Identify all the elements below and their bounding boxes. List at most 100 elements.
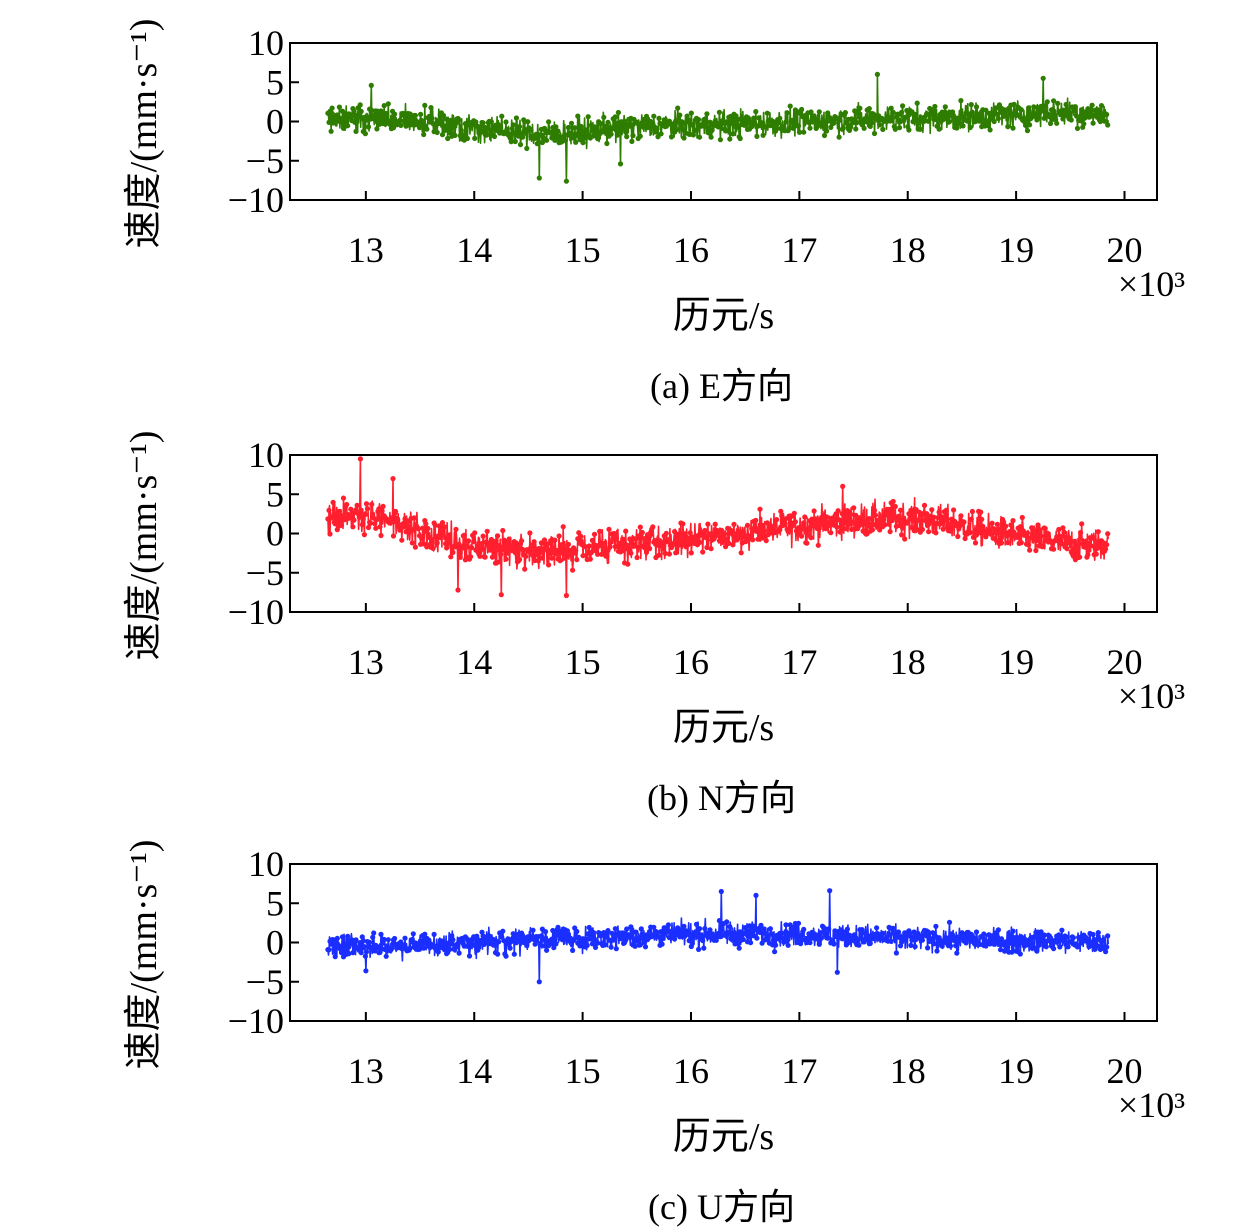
- data-point: [628, 550, 634, 556]
- x-tick-label: 17: [781, 1051, 817, 1091]
- data-point: [381, 936, 387, 943]
- data-point: [544, 947, 550, 953]
- x-axis-label: 历元/s: [673, 1116, 774, 1158]
- data-point: [491, 539, 498, 545]
- data-point: [1034, 537, 1040, 544]
- x-tick-label: 15: [565, 1051, 601, 1091]
- data-point: [583, 936, 589, 942]
- data-point: [333, 514, 339, 520]
- data-point: [998, 936, 1005, 942]
- data-point: [703, 119, 709, 126]
- data-point: [457, 554, 463, 560]
- data-point: [908, 507, 914, 513]
- data-point: [608, 944, 614, 950]
- y-tick-label: 0: [266, 923, 284, 963]
- data-point: [1026, 105, 1032, 111]
- data-point: [824, 128, 830, 134]
- data-point: [877, 122, 883, 128]
- data-point: [370, 934, 376, 940]
- data-point: [811, 113, 817, 119]
- y-tick-label: 5: [266, 62, 284, 102]
- data-point: [1032, 528, 1038, 535]
- data-point: [978, 509, 984, 515]
- data-point: [360, 938, 366, 944]
- data-point: [926, 118, 932, 124]
- data-point: [993, 537, 999, 544]
- data-point: [970, 113, 977, 119]
- data-point: [697, 134, 703, 140]
- y-axis-label: 速度/(mm·s⁻¹): [123, 431, 165, 661]
- data-point: [819, 516, 826, 522]
- data-point: [517, 142, 524, 148]
- data-point: [439, 132, 446, 138]
- data-point: [364, 506, 371, 512]
- data-point: [741, 122, 748, 128]
- data-point: [947, 528, 954, 534]
- data-point: [487, 547, 493, 553]
- data-point: [729, 529, 735, 535]
- data-point: [555, 924, 561, 931]
- data-point: [983, 943, 989, 949]
- data-point: [353, 937, 359, 943]
- data-point: [856, 515, 862, 521]
- data-point: [330, 499, 336, 505]
- data-point: [856, 113, 862, 120]
- data-point: [482, 124, 488, 131]
- data-point: [795, 920, 802, 926]
- data-point: [1032, 933, 1038, 940]
- data-point: [536, 979, 542, 985]
- data-point: [915, 517, 921, 523]
- data-point: [637, 133, 643, 139]
- data-point: [525, 119, 531, 125]
- data-point: [621, 123, 627, 129]
- data-point: [585, 114, 591, 120]
- data-point: [436, 523, 442, 529]
- data-point: [952, 938, 958, 944]
- data-point: [627, 934, 633, 941]
- data-point: [944, 935, 951, 941]
- data-point: [1055, 100, 1061, 106]
- panel-caption: (a) E方向: [650, 366, 793, 406]
- data-point: [1095, 107, 1101, 113]
- data-point: [650, 524, 656, 530]
- data-point: [825, 935, 831, 941]
- data-point: [328, 128, 334, 134]
- data-point: [783, 119, 789, 125]
- y-axis-label: 速度/(mm·s⁻¹): [123, 840, 165, 1070]
- data-point: [360, 516, 366, 522]
- data-point: [931, 514, 937, 520]
- data-point: [663, 530, 669, 537]
- data-point: [643, 113, 650, 119]
- data-point: [343, 947, 349, 953]
- data-point: [768, 931, 775, 937]
- data-point: [757, 506, 763, 512]
- data-point: [767, 522, 774, 529]
- data-point: [1036, 942, 1042, 948]
- data-point: [760, 522, 766, 529]
- x-tick-label: 16: [673, 1051, 709, 1091]
- data-point: [611, 530, 617, 537]
- data-point: [787, 103, 793, 109]
- data-point: [816, 109, 822, 115]
- data-point: [439, 520, 446, 526]
- data-point: [926, 529, 932, 535]
- data-point: [972, 118, 979, 124]
- data-point: [807, 125, 813, 131]
- data-point: [435, 949, 441, 955]
- data-point: [350, 950, 356, 956]
- data-point: [810, 523, 816, 529]
- data-point: [963, 940, 969, 946]
- data-point: [489, 937, 495, 944]
- y-tick-label: −5: [246, 553, 284, 593]
- data-point: [361, 944, 367, 950]
- data-point: [1063, 101, 1069, 108]
- data-point: [551, 945, 557, 951]
- data-point: [575, 113, 581, 119]
- data-point: [580, 140, 586, 146]
- data-point: [953, 943, 959, 949]
- data-point: [615, 109, 622, 116]
- data-point: [896, 125, 903, 131]
- data-point: [449, 941, 455, 947]
- data-point: [656, 934, 662, 940]
- data-point: [1088, 109, 1094, 115]
